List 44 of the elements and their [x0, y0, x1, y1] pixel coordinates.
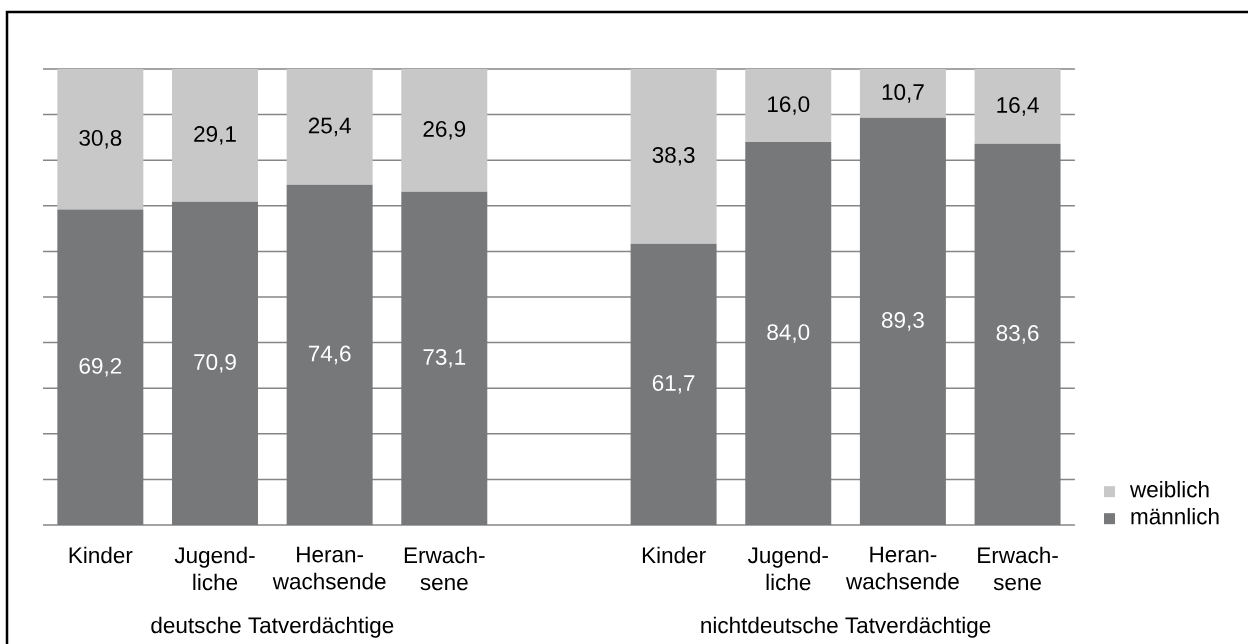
- bar: [401, 191, 488, 525]
- bar: [57, 209, 144, 525]
- data-label: 30,8: [79, 129, 122, 149]
- data-label: 70,9: [194, 354, 236, 373]
- x-tick-label: Kinder: [642, 546, 706, 564]
- data-label: 16,0: [768, 96, 810, 115]
- data-label: 29,1: [194, 126, 236, 145]
- bar: [286, 184, 373, 525]
- x-tick-label: Jugend- liche: [174, 546, 255, 591]
- bar: [745, 68, 832, 142]
- data-label: 25,4: [308, 117, 351, 137]
- x-tick-label: Heran- wachsende: [272, 546, 386, 590]
- data-label: 61,7: [652, 375, 695, 394]
- bar: [630, 68, 717, 244]
- bar: [57, 68, 144, 210]
- x-tick-label: Kinder: [69, 546, 133, 564]
- bar: [974, 68, 1061, 144]
- data-label: 74,6: [308, 345, 351, 365]
- x-tick-label: Erwach- sene: [978, 546, 1058, 591]
- data-label: 38,3: [652, 147, 695, 166]
- data-label: 69,2: [79, 357, 122, 377]
- data-label: 10,7: [882, 84, 924, 103]
- bar: [171, 201, 258, 525]
- bar: [630, 243, 717, 525]
- data-label: 83,6: [996, 325, 1039, 344]
- bar: [859, 117, 946, 525]
- bar: [401, 68, 488, 192]
- data-label: 73,1: [423, 349, 466, 368]
- bar: [171, 68, 258, 202]
- text: nichtdeutsche Tatverdächtige: [701, 616, 991, 638]
- legend-label: männlich: [1131, 507, 1219, 525]
- bar: [974, 143, 1061, 525]
- data-label: 16,4: [997, 97, 1039, 116]
- x-tick-label: Heran- wachsende: [845, 546, 959, 590]
- x-tick-label: Erwach- sene: [404, 546, 485, 591]
- x-tick-label: Jugend- liche: [747, 546, 828, 591]
- data-label: 84,0: [767, 324, 810, 343]
- data-label: 89,3: [881, 312, 924, 331]
- legend-label: weiblich: [1129, 480, 1209, 498]
- text: deutsche Tatverdächtige: [151, 616, 394, 638]
- bar: [286, 68, 373, 185]
- data-label: 26,9: [423, 121, 466, 140]
- bar: [859, 68, 946, 118]
- bar: [745, 141, 832, 525]
